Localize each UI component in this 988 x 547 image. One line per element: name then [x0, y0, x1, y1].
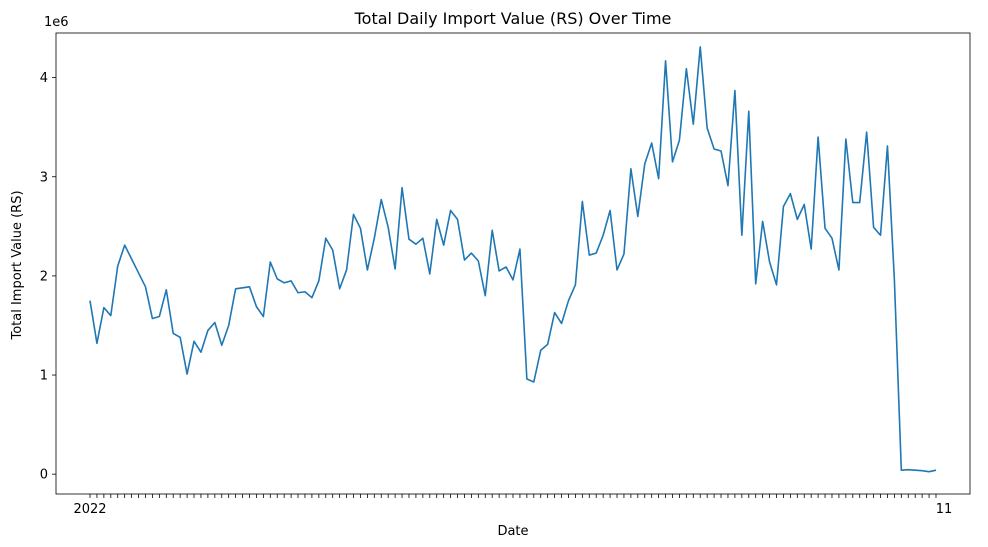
x-tick-label-last: 11 [936, 502, 953, 517]
axes-frame [55, 32, 971, 495]
x-tick-label-first: 2022 [73, 502, 106, 517]
y-tick-label: 3 [40, 170, 48, 185]
y-axis-ticks: 0 1 2 3 4 [40, 71, 56, 483]
y-tick-label: 0 [40, 468, 48, 483]
x-axis-ticks: 2022 11 [73, 494, 952, 517]
series-line [89, 46, 937, 473]
y-tick-label: 1 [40, 369, 48, 384]
y-tick-label: 4 [40, 71, 48, 86]
chart-title: Total Daily Import Value (RS) Over Time [354, 9, 672, 28]
y-offset-label: 1e6 [44, 15, 69, 30]
x-axis-label: Date [497, 524, 528, 539]
y-axis-label: Total Import Value (RS) [10, 190, 25, 340]
y-tick-label: 2 [40, 269, 48, 284]
